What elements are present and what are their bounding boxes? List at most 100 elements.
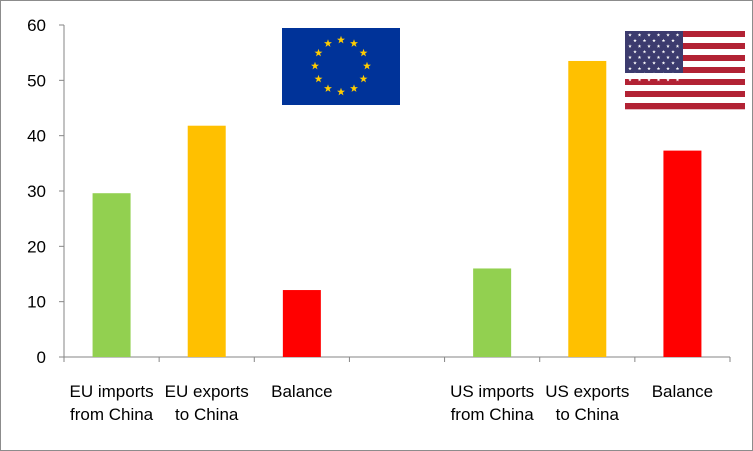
us-stripe (625, 91, 745, 98)
us-stripe (625, 37, 745, 44)
eu-star (311, 61, 319, 70)
us-star (675, 66, 680, 71)
eu-star (359, 48, 368, 57)
bar (187, 125, 226, 357)
eu-star (350, 39, 358, 47)
us-flag-stripes (625, 31, 745, 110)
us-flag-stars (628, 33, 680, 82)
us-star (637, 66, 642, 71)
us-star (671, 49, 675, 54)
us-star (652, 38, 656, 43)
us-star (647, 33, 651, 37)
x-category-label-line: from China (451, 405, 535, 424)
us-stripe (625, 61, 745, 68)
us-stripe (625, 49, 745, 56)
us-star (675, 44, 680, 48)
y-tick-label: 10 (27, 293, 46, 312)
y-tick-label: 50 (27, 71, 46, 90)
x-category-label: Balance (652, 382, 713, 401)
x-category-label-line: US exports (545, 382, 629, 401)
x-category-label-line: Balance (271, 382, 332, 401)
x-category-label: US imports from China (450, 382, 534, 424)
bar (282, 290, 321, 357)
us-star (628, 66, 632, 71)
us-star (652, 61, 656, 65)
us-star (675, 55, 680, 59)
us-star (633, 61, 637, 65)
us-star (661, 49, 666, 54)
us-star (666, 55, 670, 59)
eu-star (363, 61, 371, 70)
us-star (666, 77, 670, 82)
us-star (628, 77, 632, 82)
y-tick-label: 20 (27, 237, 46, 256)
us-star (647, 77, 651, 82)
us-star (675, 33, 680, 37)
us-star (666, 44, 670, 48)
us-star (642, 49, 647, 54)
eu-star (350, 84, 358, 92)
us-star (652, 72, 656, 76)
bar (92, 193, 131, 357)
chart-bars (92, 60, 702, 357)
x-category-label-line: from China (70, 405, 154, 424)
us-star (656, 77, 661, 82)
us-star (656, 33, 661, 37)
us-star (633, 72, 637, 76)
us-star (675, 77, 680, 82)
us-stripe (625, 79, 745, 86)
us-stripe (625, 103, 745, 110)
eu-star (324, 84, 332, 92)
x-category-label-line: to China (175, 405, 239, 424)
us-star (633, 38, 637, 43)
x-category-labels: EU imports from China EU exports to China Ba… (70, 382, 714, 424)
us-star (647, 55, 651, 59)
eu-star (337, 35, 345, 44)
eu-star (314, 74, 323, 83)
us-star (671, 61, 675, 65)
y-tick-label: 30 (27, 182, 46, 201)
us-star (671, 72, 675, 76)
bar (663, 150, 702, 357)
x-category-label-line: EU imports (70, 382, 154, 401)
us-stripe (625, 73, 745, 80)
us-star (661, 61, 666, 65)
us-star (628, 55, 632, 59)
eu-star (324, 39, 332, 47)
us-star (647, 66, 651, 71)
us-stripe (625, 43, 745, 50)
us-star (661, 38, 666, 43)
us-stripe (625, 97, 745, 104)
us-star (656, 44, 661, 48)
us-star (628, 44, 632, 48)
x-category-label: EU imports from China (70, 382, 154, 424)
us-star (642, 38, 647, 43)
y-tick-label: 0 (37, 348, 46, 367)
x-category-label-line: US imports (450, 382, 534, 401)
us-star (671, 38, 675, 43)
us-star (656, 55, 661, 59)
us-star (637, 77, 642, 82)
us-star (642, 61, 647, 65)
us-star (633, 49, 637, 54)
x-category-label: EU exports to China (165, 382, 249, 424)
us-stripe (625, 85, 745, 92)
us-star (661, 72, 666, 76)
us-star (642, 72, 647, 76)
y-tick-labels: 0 10 20 30 40 50 60 (27, 16, 46, 367)
us-star (637, 33, 642, 37)
bar (473, 268, 512, 357)
eu-star (359, 74, 368, 83)
x-category-label: Balance (271, 382, 332, 401)
us-star (637, 55, 642, 59)
x-category-label-line: EU exports (165, 382, 249, 401)
bar (568, 60, 607, 357)
us-star (666, 33, 670, 37)
us-star (656, 66, 661, 71)
y-tick-label: 40 (27, 127, 46, 146)
us-stripe (625, 31, 745, 38)
x-category-label-line: to China (556, 405, 620, 424)
us-stripe (625, 55, 745, 62)
eu-star (314, 48, 323, 57)
y-tick-label: 60 (27, 16, 46, 35)
